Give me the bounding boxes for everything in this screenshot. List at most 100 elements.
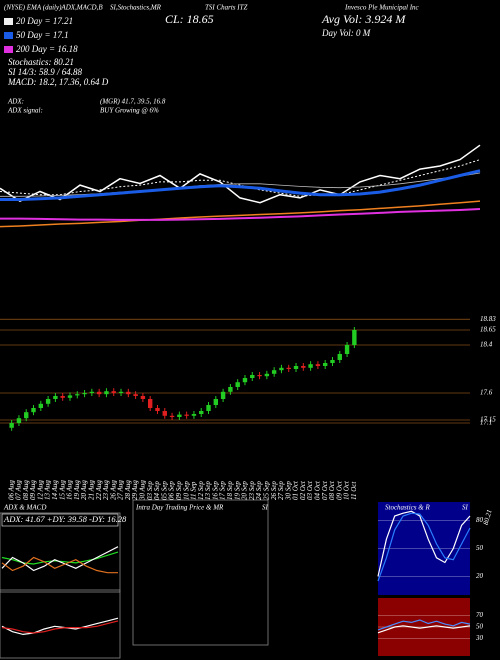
x-tick-label: 15 Aug [58, 480, 66, 500]
x-tick-label: 20 Aug [80, 480, 88, 500]
candle-body [16, 418, 22, 423]
x-tick-label: 25 Sep [262, 481, 270, 500]
x-tick-label: 16 Sep [211, 481, 219, 500]
y-tick-label: 18.65 [480, 326, 496, 334]
candle-body [271, 370, 277, 374]
candle-body [301, 366, 306, 368]
annotation: ADX signal: [7, 107, 43, 115]
x-tick-label: 19 Sep [233, 481, 241, 500]
annotation: 200 Day = 16.18 [16, 44, 78, 54]
annotation: CL: 18.65 [165, 12, 214, 26]
series-line [1, 556, 118, 574]
candle-body [315, 364, 321, 366]
x-tick-label: 28 Aug [124, 480, 132, 500]
series-line [0, 144, 481, 204]
candle-body [31, 408, 36, 413]
y-tick-label: 50 [476, 623, 484, 631]
candle-body [344, 345, 350, 354]
annotation: Avg Vol: 3.924 M [321, 12, 406, 26]
y-tick-label: 50 [476, 544, 484, 552]
candle-body [206, 405, 211, 411]
annotation: (MGR) 41.7, 39.5, 16.8 [100, 98, 166, 106]
candle-body [199, 411, 204, 414]
x-tick-label: 03 Oct [306, 480, 314, 500]
candle-body [352, 330, 357, 345]
series-line [0, 200, 481, 228]
x-tick-label: 08 Aug [22, 480, 30, 500]
x-tick-label: 09 Oct [335, 480, 343, 500]
x-tick-label: 09 Aug [29, 480, 37, 500]
candle-body [53, 396, 58, 399]
candle-body [235, 382, 240, 387]
candle-body [45, 399, 51, 404]
annotation: MACD: 18.2, 17.36, 0.64 D [7, 77, 109, 87]
candle-body [126, 391, 131, 395]
candle-body [250, 375, 255, 378]
y-tick-label: 17.6 [480, 389, 493, 397]
candle-body [82, 393, 87, 395]
y-tick-label: 17.1 [480, 419, 492, 427]
candle-body [337, 354, 342, 360]
annotation: ADX: 41.67 +DY: 39.58 -DY: 16.28 [3, 514, 127, 524]
intraday-panel [132, 499, 269, 646]
y-tick-label: 18.4 [480, 341, 493, 349]
series-line [1, 617, 119, 636]
y-tick-label: 30 [475, 634, 484, 642]
candle-body [308, 364, 313, 368]
panel-frame [0, 512, 121, 593]
x-tick-label: 14 Aug [51, 480, 59, 500]
panel-title: Stochastics & R [385, 504, 430, 512]
x-tick-label: 09 Sep [175, 481, 183, 500]
y-tick-label: 70 [476, 611, 484, 619]
x-tick-label: 29 Aug [131, 480, 139, 500]
annotation: Invesco Ple Municipal Inc [344, 4, 420, 12]
series-line [377, 619, 471, 631]
x-tick-label: 01 Oct [292, 480, 300, 500]
annotation: TSI Charts ITZ [205, 4, 248, 12]
series-line [377, 510, 471, 577]
x-tick-label: 16 Aug [66, 480, 74, 500]
x-tick-label: 30 Sep [284, 481, 292, 501]
x-tick-label: 11 Oct [350, 481, 358, 500]
series-line [0, 169, 481, 201]
x-tick-label: 10 Oct [343, 480, 351, 500]
x-tick-label: 11 Sep [190, 481, 198, 500]
candle-body [89, 391, 95, 393]
annotation: Stochastics: 80.21 [8, 57, 74, 67]
series-line [1, 546, 119, 572]
panel-subtitle: SI [462, 504, 469, 512]
x-tick-label: 06 Aug [7, 480, 15, 500]
candle-body [213, 399, 219, 405]
legend-swatch [4, 32, 13, 39]
series-line [0, 159, 481, 197]
x-tick-label: 26 Aug [109, 480, 117, 500]
annotation: 80.21 [482, 509, 494, 526]
annotation: (NYSE) EMA (daily)ADX,MACD,B [4, 4, 103, 12]
y-tick-label: 17.15 [480, 416, 496, 424]
x-tick-label: 13 Sep [204, 481, 212, 500]
candle-body [242, 378, 248, 383]
candle-body [155, 408, 160, 411]
candle-body [75, 394, 80, 396]
series-line [0, 172, 481, 197]
y-tick-label: 20 [476, 572, 484, 580]
x-tick-label: 03 Sep [146, 481, 154, 500]
candle-body [96, 391, 102, 395]
x-tick-label: 17 Sep [219, 481, 227, 500]
x-tick-label: 24 Sep [255, 481, 263, 500]
x-tick-label: 23 Sep [248, 481, 256, 500]
x-tick-label: 30 Aug [139, 480, 147, 501]
x-tick-label: 05 Sep [160, 481, 168, 500]
x-tick-label: 26 Sep [270, 481, 278, 500]
x-tick-label: 07 Oct [321, 480, 329, 500]
candle-body [220, 391, 226, 399]
series-line [377, 512, 471, 582]
legend-swatch [4, 18, 13, 25]
x-tick-label: 02 Oct [299, 480, 307, 500]
candle-body [147, 399, 153, 408]
annotation: 50 Day = 17.1 [16, 30, 69, 40]
x-tick-label: 18 Sep [226, 481, 234, 500]
y-tick-label: 80 [476, 516, 484, 524]
candle-body [67, 395, 73, 398]
